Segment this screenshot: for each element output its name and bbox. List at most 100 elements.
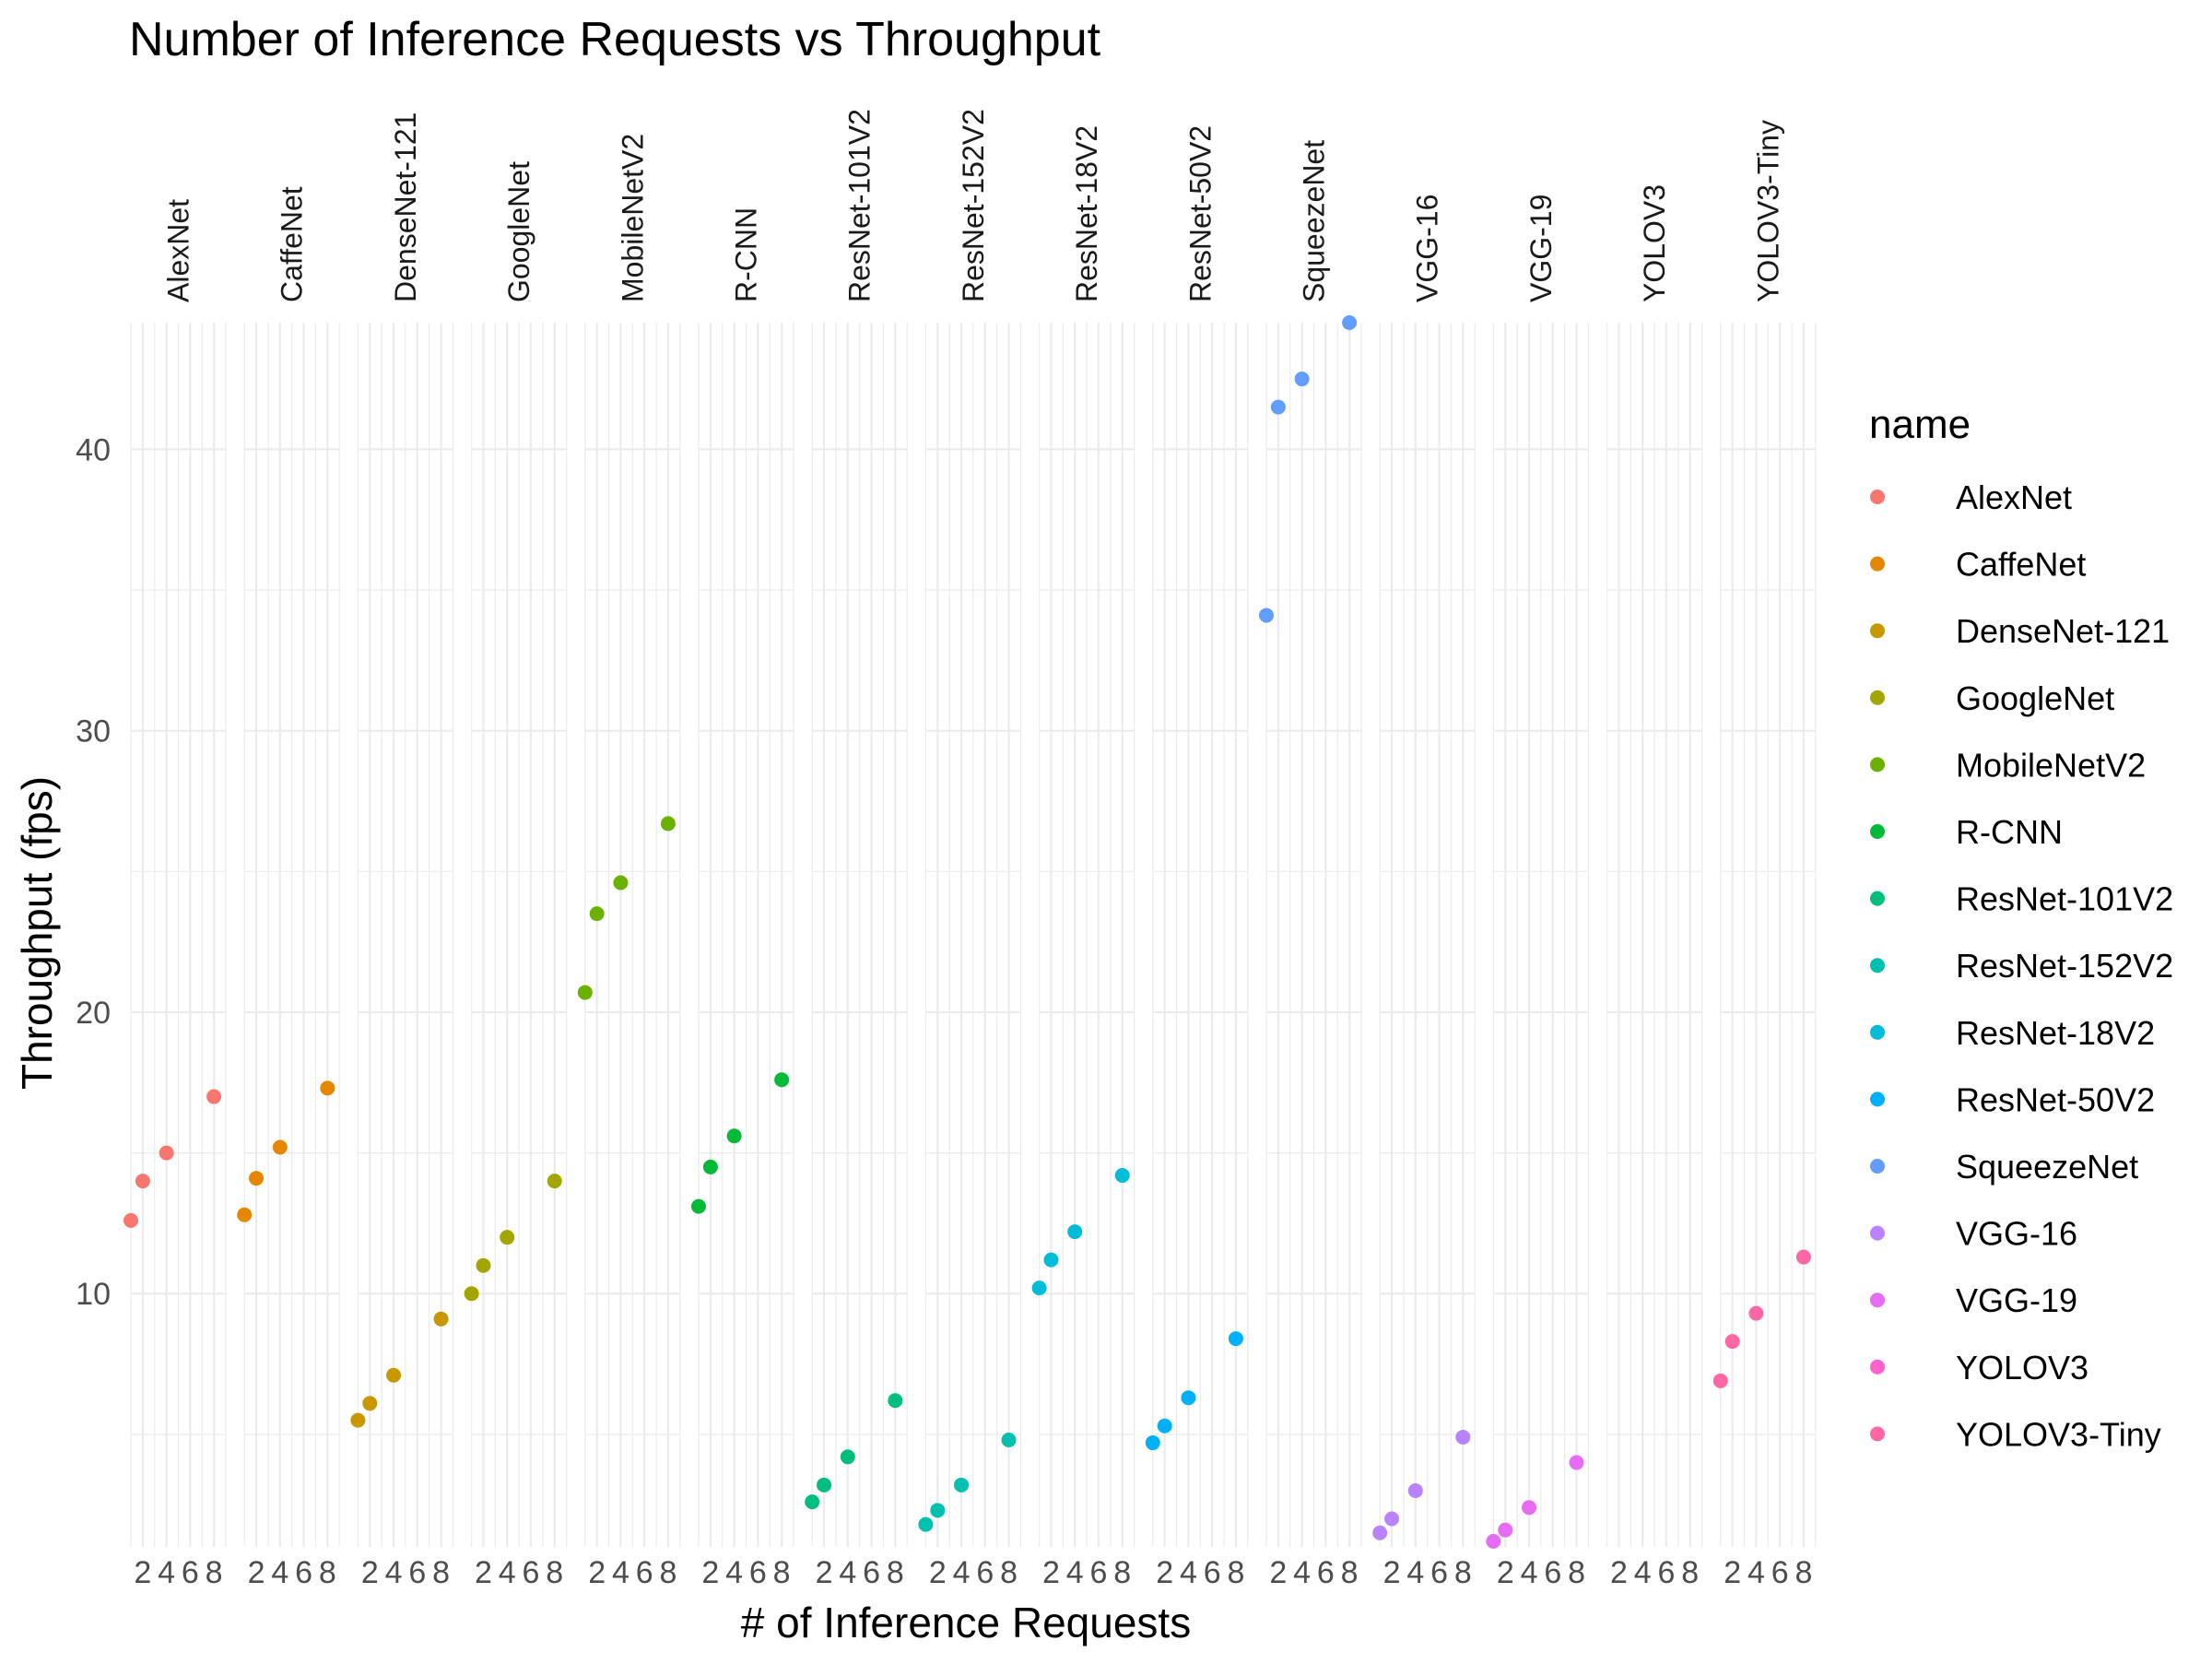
- facet-label: YOLOV3: [1638, 184, 1671, 302]
- data-point: [1522, 1500, 1537, 1516]
- data-point: [547, 1174, 562, 1189]
- facet-panel: MobileNetV2 2 4 6 8: [577, 134, 681, 1590]
- data-point: [613, 875, 629, 891]
- facet-panel: AlexNet 2 4 6 8: [124, 199, 227, 1590]
- data-point: [954, 1477, 970, 1493]
- data-point: [1748, 1305, 1764, 1321]
- facet-panel: ResNet-101V2 2 4 6 8: [805, 109, 908, 1590]
- facet-label: GoogleNet: [502, 161, 535, 302]
- data-point: [350, 1412, 366, 1428]
- legend-item: VGG-16: [1870, 1215, 2077, 1253]
- x-tick-label: 6: [295, 1555, 312, 1590]
- data-point: [805, 1494, 820, 1510]
- data-point: [1407, 1482, 1423, 1498]
- data-point: [930, 1503, 946, 1518]
- y-tick-label: 20: [76, 996, 111, 1031]
- legend-key: [1870, 958, 1885, 974]
- data-point: [1455, 1429, 1471, 1445]
- data-point: [702, 1159, 718, 1174]
- x-tick-label: 8: [887, 1555, 904, 1590]
- data-point: [124, 1212, 138, 1228]
- facet-panel: VGG-19 2 4 6 8: [1486, 195, 1590, 1590]
- legend-item: R-CNN: [1870, 813, 2063, 851]
- x-tick-label: 6: [1317, 1555, 1335, 1590]
- x-tick-label: 2: [475, 1555, 492, 1590]
- x-tick-label: 4: [1293, 1555, 1311, 1590]
- facet-label: VGG-16: [1411, 195, 1444, 302]
- facet-label: VGG-19: [1524, 195, 1558, 302]
- x-tick-label: 2: [816, 1555, 833, 1590]
- legend-key: [1870, 690, 1885, 705]
- legend-item: MobileNetV2: [1870, 746, 2146, 784]
- data-point: [1157, 1418, 1172, 1434]
- legend-key: [1870, 1426, 1885, 1442]
- data-point: [159, 1145, 174, 1161]
- legend-key: [1870, 824, 1885, 839]
- facet-panel: CaffeNet 2 4 6 8: [237, 186, 340, 1590]
- data-point: [362, 1396, 378, 1411]
- legend-label: AlexNet: [1956, 478, 2072, 516]
- y-tick-label: 30: [76, 714, 111, 749]
- legend-item: CaffeNet: [1870, 546, 2086, 584]
- x-tick-label: 8: [432, 1555, 450, 1590]
- legend-item: YOLOV3: [1870, 1349, 2088, 1387]
- legend-item: DenseNet-121: [1870, 612, 2170, 650]
- x-tick-label: 8: [1794, 1555, 1812, 1590]
- legend-label: YOLOV3: [1956, 1349, 2088, 1387]
- legend-item: VGG-19: [1870, 1281, 2077, 1319]
- x-tick-label: 8: [1113, 1555, 1131, 1590]
- x-tick-label: 6: [636, 1555, 653, 1590]
- data-point: [249, 1171, 265, 1186]
- data-point: [1342, 315, 1358, 330]
- x-tick-label: 6: [863, 1555, 880, 1590]
- x-tick-label: 4: [1747, 1555, 1765, 1590]
- facet-label: ResNet-152V2: [957, 109, 990, 302]
- data-point: [589, 906, 605, 922]
- data-point: [1724, 1334, 1740, 1350]
- x-tick-label: 2: [1156, 1555, 1173, 1590]
- x-tick-label: 4: [271, 1555, 288, 1590]
- data-point: [726, 1128, 742, 1144]
- x-tick-label: 8: [1681, 1555, 1699, 1590]
- x-tick-label: 8: [206, 1555, 223, 1590]
- data-point: [918, 1516, 934, 1532]
- legend-label: ResNet-152V2: [1956, 947, 2173, 985]
- x-tick-label: 6: [1204, 1555, 1221, 1590]
- facet-label: ResNet-18V2: [1070, 125, 1103, 302]
- x-tick-label: 8: [319, 1555, 336, 1590]
- legend-label: YOLOV3-Tiny: [1956, 1415, 2161, 1453]
- data-point: [1498, 1522, 1513, 1538]
- data-point: [1067, 1224, 1083, 1240]
- x-tick-label: 6: [182, 1555, 199, 1590]
- x-tick-label: 4: [385, 1555, 403, 1590]
- x-tick-label: 2: [1269, 1555, 1287, 1590]
- legend-label: VGG-19: [1956, 1281, 2077, 1319]
- data-point: [237, 1207, 253, 1222]
- x-tick-label: 6: [408, 1555, 426, 1590]
- facet-label: SqueezeNet: [1298, 140, 1331, 302]
- x-tick-label: 6: [523, 1555, 540, 1590]
- data-point: [1043, 1252, 1059, 1268]
- data-point: [476, 1257, 491, 1273]
- x-tick-label: 6: [1090, 1555, 1108, 1590]
- x-tick-label: 8: [1454, 1555, 1472, 1590]
- facet-panel: ResNet-18V2 2 4 6 8: [1031, 125, 1135, 1590]
- legend-key: [1870, 757, 1885, 773]
- data-point: [577, 985, 593, 1000]
- data-point: [1294, 372, 1310, 387]
- data-point: [1145, 1435, 1160, 1451]
- data-point: [206, 1089, 222, 1104]
- y-tick-label: 40: [76, 432, 111, 467]
- x-tick-label: 4: [839, 1555, 856, 1590]
- x-tick-label: 4: [612, 1555, 629, 1590]
- data-point: [272, 1139, 288, 1155]
- data-point: [320, 1080, 335, 1096]
- legend-key: [1870, 1359, 1885, 1375]
- legend-label: ResNet-50V2: [1956, 1080, 2155, 1118]
- y-axis-title: Throughput (fps): [13, 776, 61, 1090]
- data-point: [1259, 608, 1274, 623]
- x-tick-label: 2: [701, 1555, 719, 1590]
